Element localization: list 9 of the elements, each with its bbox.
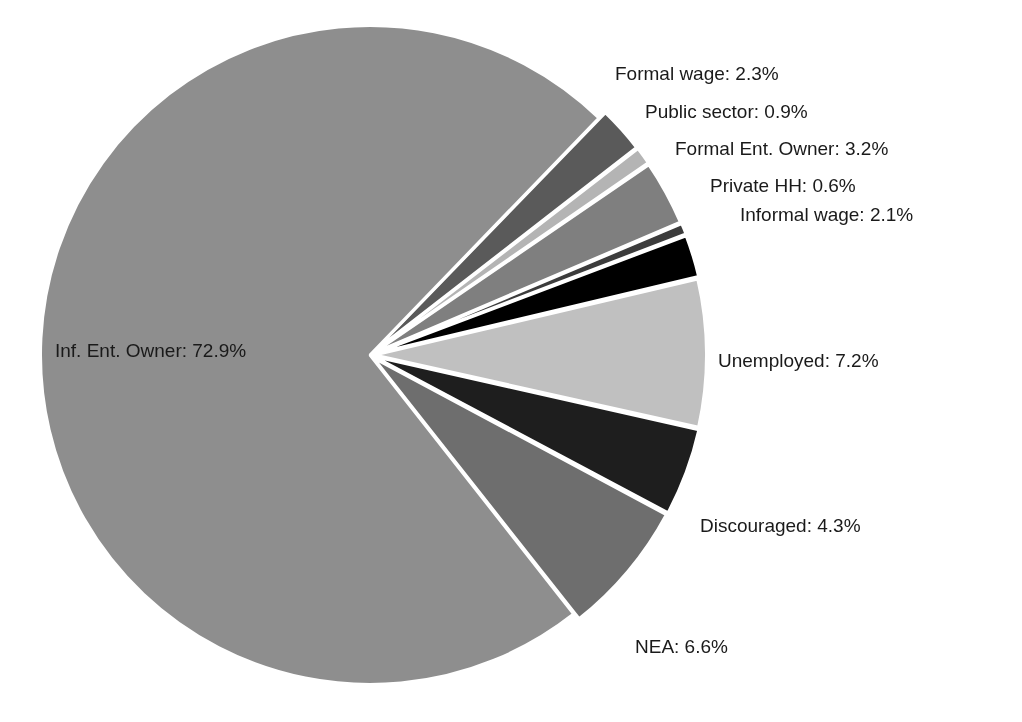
slice-label: Inf. Ent. Owner: 72.9% <box>55 340 247 362</box>
slice-label: Unemployed: 7.2% <box>718 350 879 372</box>
slice-label: Informal wage: 2.1% <box>740 204 914 226</box>
slice-label: Discouraged: 4.3% <box>700 515 861 537</box>
slice-label: NEA: 6.6% <box>635 636 729 658</box>
slice-label: Formal wage: 2.3% <box>615 63 779 85</box>
slice-label: Public sector: 0.9% <box>645 101 808 123</box>
slice-label: Formal Ent. Owner: 3.2% <box>675 138 889 160</box>
slice-label: Private HH: 0.6% <box>710 175 856 197</box>
